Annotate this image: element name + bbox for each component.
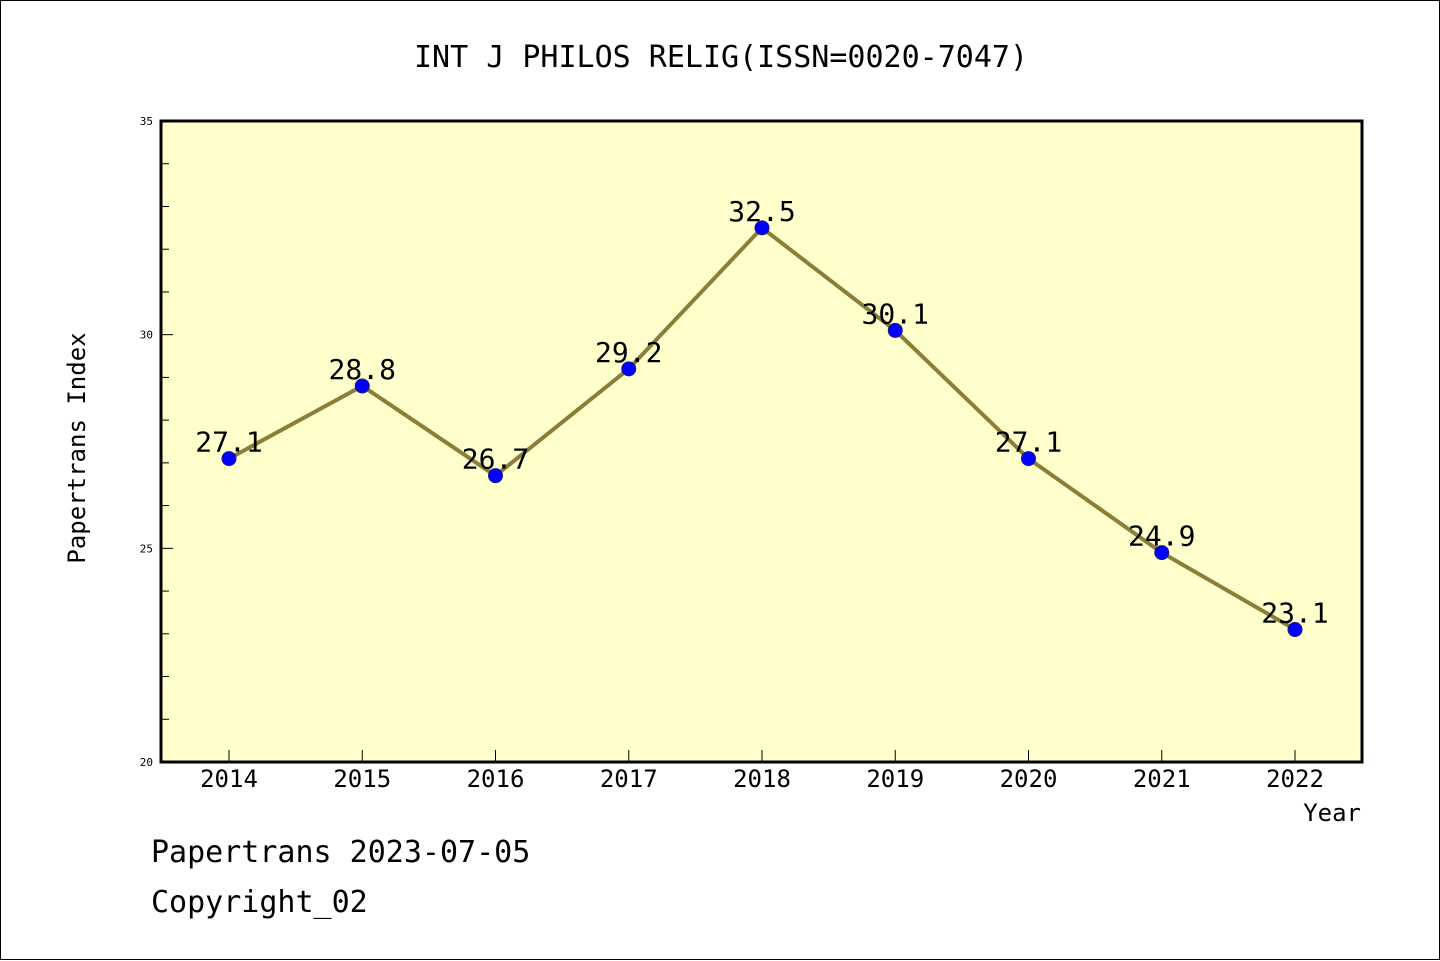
- series-layer: 27.1 28.8 26.7 29.2 32.5 30.1 27.1 24.9 23.1: [195, 195, 1329, 638]
- data-point: [488, 468, 503, 484]
- x-tick-label: 2022: [1266, 765, 1324, 793]
- x-tick-label: 2021: [1133, 765, 1191, 793]
- x-tick-label: 2017: [600, 765, 658, 793]
- footer-copyright-line: Copyright_02: [151, 885, 368, 920]
- x-tick-label: 2018: [733, 765, 791, 793]
- data-label: 26.7: [462, 443, 529, 476]
- y-axis-label: Papertrans Index: [63, 332, 91, 563]
- data-point: [1154, 545, 1170, 561]
- data-label: 23.1: [1261, 597, 1328, 630]
- data-point: [221, 451, 237, 467]
- x-axis: 2014 2015 2016 2017 2018 2019 2020 2021 2022: [200, 750, 1324, 793]
- data-point: [887, 322, 903, 338]
- data-label: 24.9: [1128, 520, 1195, 553]
- y-tick-label: 35: [140, 115, 153, 128]
- data-label: 29.2: [595, 336, 662, 369]
- data-point: [354, 378, 370, 394]
- x-axis-label: Year: [1303, 799, 1361, 827]
- data-label: 27.1: [195, 426, 262, 459]
- data-point: [1021, 451, 1036, 467]
- x-tick-label: 2020: [1000, 765, 1058, 793]
- x-tick-label: 2015: [333, 765, 391, 793]
- data-label: 30.1: [862, 297, 929, 330]
- x-tick-label: 2019: [866, 765, 924, 793]
- x-tick-label: 2014: [200, 765, 258, 793]
- y-tick-label: 20: [140, 756, 153, 769]
- footer-date-line: Papertrans 2023-07-05: [151, 835, 531, 870]
- data-label: 27.1: [995, 426, 1062, 459]
- y-axis: 20 25 30 35: [140, 115, 173, 769]
- chart-title: INT J PHILOS RELIG(ISSN=0020-7047): [414, 40, 1028, 75]
- x-tick-label: 2016: [467, 765, 525, 793]
- y-tick-label: 25: [140, 542, 153, 555]
- data-point: [754, 220, 770, 236]
- data-label: 28.8: [329, 353, 396, 386]
- data-label: 32.5: [728, 195, 795, 228]
- data-point: [1287, 622, 1303, 638]
- data-point: [621, 361, 637, 377]
- y-tick-label: 30: [140, 329, 153, 342]
